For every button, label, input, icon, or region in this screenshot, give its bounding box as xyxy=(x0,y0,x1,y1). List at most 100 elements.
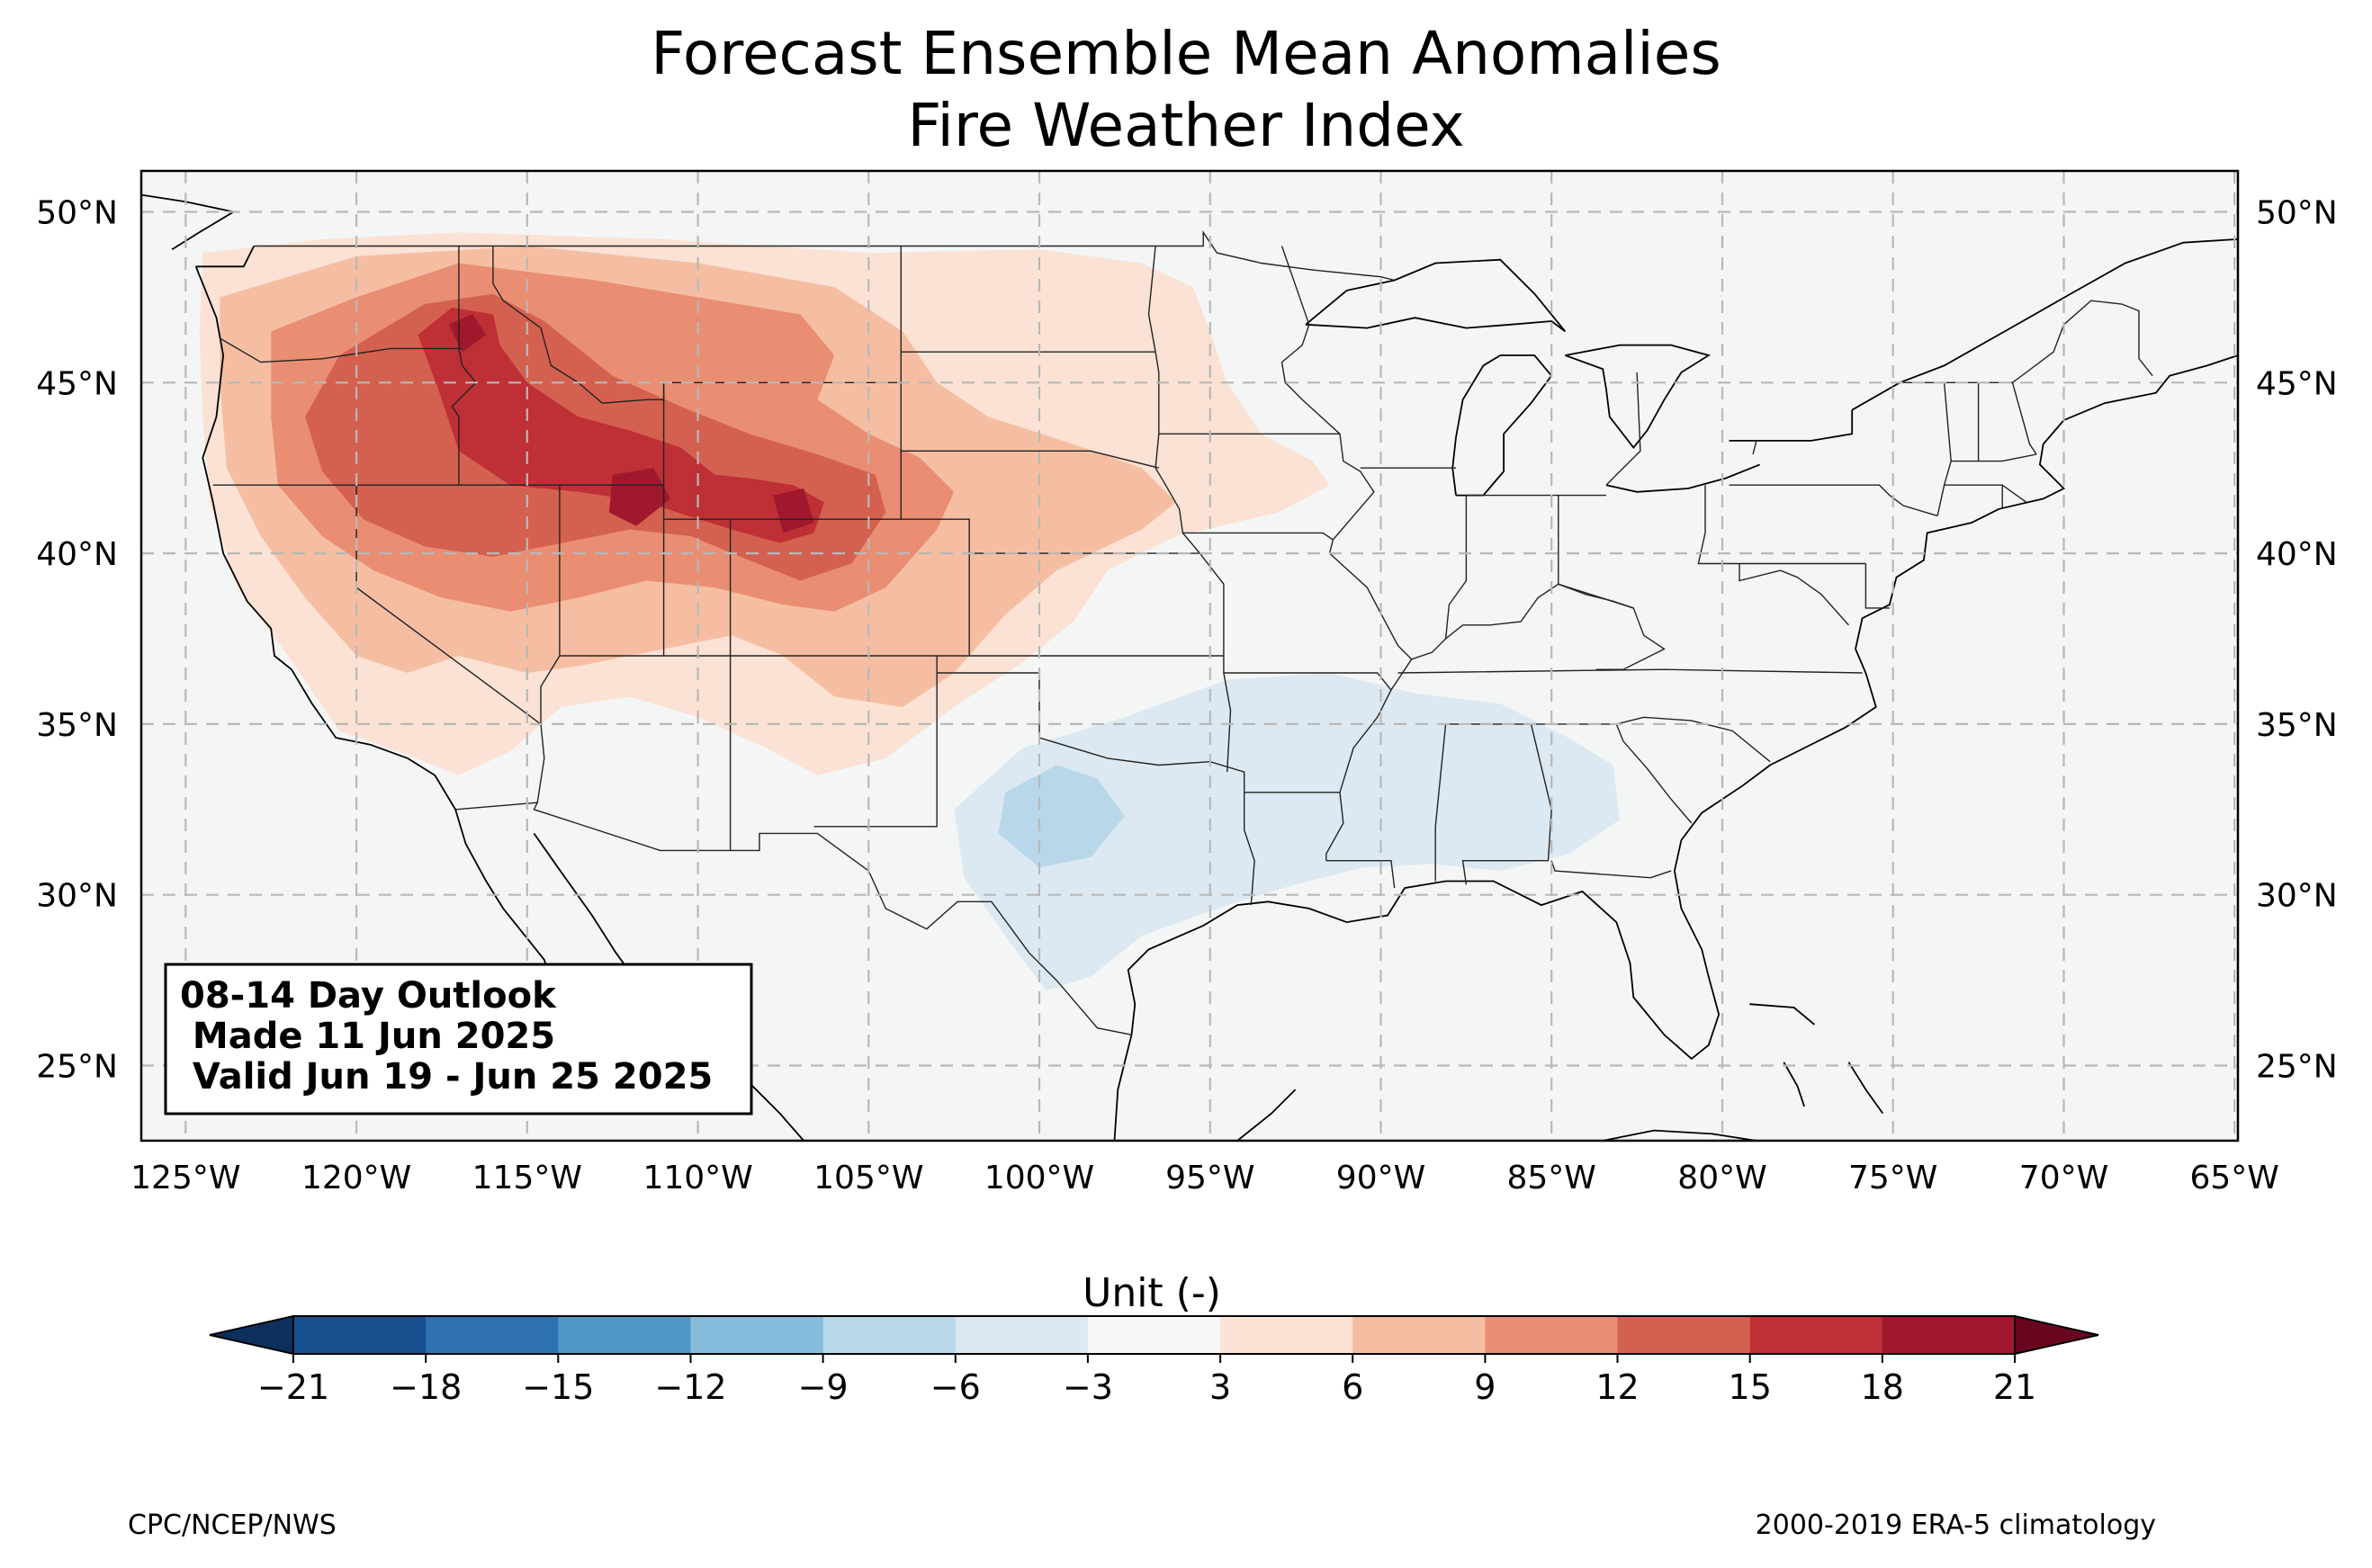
map-panel: 125°W 120°W 115°W 110°W 105°W 100°W 95°W 90°W 85… xyxy=(36,169,2338,1196)
coastline-3 xyxy=(1113,1035,1133,1141)
state-border-43 xyxy=(1615,723,1693,824)
colorbar-frame xyxy=(292,1315,2016,1355)
state-border-45 xyxy=(1697,485,1866,565)
latitude-tick-label-right: 50°N xyxy=(2256,195,2338,232)
state-border-0 xyxy=(254,229,1395,282)
colorbar-tick-label: 12 xyxy=(1595,1367,1639,1407)
coastline-15 xyxy=(195,246,256,268)
longitude-tick-label: 120°W xyxy=(301,1160,411,1196)
state-border-2 xyxy=(1752,440,1757,455)
colorbar-segment xyxy=(558,1316,692,1354)
anomaly-region-neg6-9 xyxy=(998,765,1125,868)
longitude-tick-label: 75°W xyxy=(1848,1160,1937,1196)
state-border-52 xyxy=(2011,382,2037,455)
coastline-4 xyxy=(1236,1089,1297,1141)
latitude-tick-label-right: 45°N xyxy=(2256,365,2338,402)
state-border-18 xyxy=(813,673,938,828)
state-border-48 xyxy=(1739,563,1849,626)
state-border-23 xyxy=(1147,246,1160,469)
colorbar-label: Unit (-) xyxy=(1083,1270,1221,1316)
colorbar-tick-label: −21 xyxy=(257,1367,329,1407)
colorbar-tick-label: −3 xyxy=(1063,1367,1113,1407)
state-border-9 xyxy=(540,485,561,724)
state-border-4 xyxy=(455,802,1132,1035)
latitude-tick-label-right: 40°N xyxy=(2256,536,2338,573)
longitude-tick-label: 85°W xyxy=(1506,1160,1595,1196)
colorbar-segment xyxy=(293,1316,427,1354)
colorbar: Unit (-) −21 −18 −15 −12 −9 −6 −3 3 6 9 12 15 18 21 xyxy=(209,1270,2099,1407)
anomaly-region-pos18-7 xyxy=(773,488,814,533)
state-border-34 xyxy=(1444,495,1468,640)
colorbar-segment xyxy=(426,1316,559,1354)
colorbar-tick-label: 9 xyxy=(1474,1367,1496,1407)
latitude-tick-label-left: 25°N xyxy=(36,1049,118,1086)
latitude-tick-label-left: 35°N xyxy=(36,707,118,744)
colorbar-segment xyxy=(955,1316,1089,1354)
colorbar-tick-label: −15 xyxy=(522,1367,594,1407)
latitude-tick-label-right: 30°N xyxy=(2256,878,2338,915)
colorbar-segment xyxy=(1220,1316,1353,1354)
latitude-tick-label-left: 50°N xyxy=(36,195,118,232)
info-line-valid: Valid Jun 19 - Jun 25 2025 xyxy=(180,1056,713,1098)
credit-right: 2000-2019 ERA-5 climatology xyxy=(1756,1510,2156,1541)
colorbar-tick-label: 15 xyxy=(1729,1367,1772,1407)
colorbar-segment xyxy=(1617,1316,1751,1354)
state-border-24 xyxy=(1155,467,1232,773)
map-frame xyxy=(139,169,2240,1142)
anomaly-region-pos18-6 xyxy=(608,468,671,526)
coastline-13 xyxy=(1729,409,1854,442)
outlook-info-box: 08-14 Day Outlook Made 11 Jun 2025 Valid… xyxy=(164,963,753,1116)
longitude-tick-label: 110°W xyxy=(642,1160,752,1196)
colorbar-tick-label: −12 xyxy=(654,1367,726,1407)
anomaly-region-pos18-5 xyxy=(448,314,487,353)
longitude-tick-label: 100°W xyxy=(984,1160,1094,1196)
coastline-11 xyxy=(1565,344,1712,449)
info-line-outlook: 08-14 Day Outlook xyxy=(180,975,557,1017)
colorbar-segment xyxy=(1087,1316,1221,1354)
coastline-10 xyxy=(1451,354,1553,497)
longitude-tick-label: 95°W xyxy=(1165,1160,1254,1196)
state-border-41 xyxy=(1461,723,1552,885)
coastline-7 xyxy=(1783,1062,1805,1107)
latitude-tick-label-left: 45°N xyxy=(36,365,118,402)
colorbar-tick-label: 3 xyxy=(1209,1367,1231,1407)
colorbar-segment xyxy=(1485,1316,1619,1354)
state-border-44 xyxy=(1558,583,1634,609)
longitude-tick-label: 70°W xyxy=(2019,1160,2108,1196)
state-border-46 xyxy=(1729,484,1938,517)
state-border-11 xyxy=(492,246,665,404)
colorbar-tick-label: 21 xyxy=(1993,1367,2036,1407)
coastline-2 xyxy=(1127,354,2238,1061)
coastline-6 xyxy=(1749,1003,1815,1026)
latitude-tick-label-right: 35°N xyxy=(2256,707,2338,744)
longitude-tick-labels: 125°W 120°W 115°W 110°W 105°W 100°W 95°W 90°W 85… xyxy=(130,1160,2279,1196)
colorbar-tick-label: 6 xyxy=(1342,1367,1363,1407)
colorbar-tick-label: 18 xyxy=(1861,1367,1904,1407)
state-border-32 xyxy=(1325,860,1396,889)
state-border-42 xyxy=(1550,860,1672,879)
state-border-28 xyxy=(1223,672,1392,691)
state-border-40 xyxy=(1434,723,1447,882)
coastline-5 xyxy=(1603,1129,1757,1141)
state-border-47 xyxy=(1864,563,1890,609)
anomaly-region-pos15-4 xyxy=(418,307,824,543)
latitude-tick-label-right: 25°N xyxy=(2256,1049,2338,1086)
longitude-tick-label: 115°W xyxy=(472,1160,582,1196)
state-border-22 xyxy=(901,450,1159,469)
state-border-27 xyxy=(1038,737,1255,906)
state-border-7 xyxy=(219,337,463,363)
longitude-tick-label: 65°W xyxy=(2189,1160,2278,1196)
coastline-layer xyxy=(141,193,2238,1141)
latitude-tick-labels: 50°N 50°N 45°N 45°N 40°N 40°N 35°N 35°N 30°N 30°N… xyxy=(36,195,2338,1086)
anomaly-fill-layer xyxy=(199,232,1621,990)
colorbar-extend-high xyxy=(2014,1314,2099,1356)
colorbar-segment xyxy=(1882,1316,2016,1354)
chart-title-line2: Fire Weather Index xyxy=(907,91,1464,160)
colorbar-extend-low xyxy=(209,1314,294,1356)
state-border-layer xyxy=(212,229,2153,1035)
coastline-8 xyxy=(1847,1062,1884,1115)
state-border-49 xyxy=(1936,382,1952,516)
longitude-tick-label: 105°W xyxy=(813,1160,923,1196)
longitude-tick-label: 90°W xyxy=(1336,1160,1425,1196)
